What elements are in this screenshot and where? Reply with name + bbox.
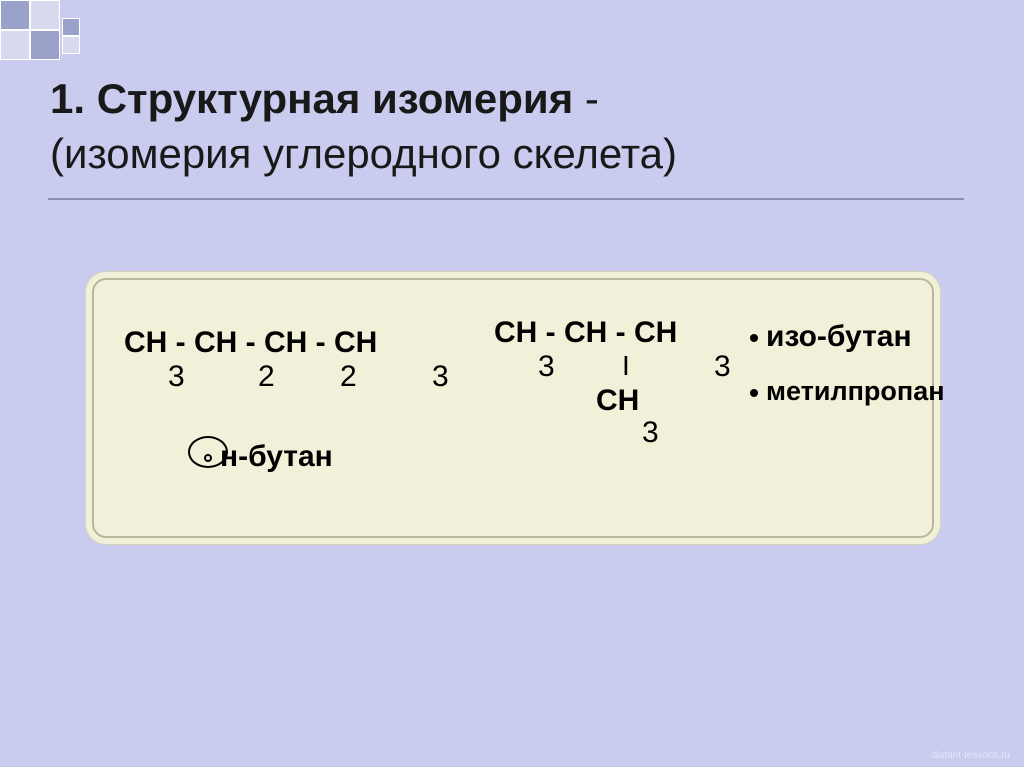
branch-sub: 3	[642, 416, 659, 450]
deco-square	[62, 36, 80, 54]
deco-square	[30, 30, 60, 60]
deco-square	[62, 18, 80, 36]
n-butane-sub-0: 3	[168, 360, 185, 394]
deco-square	[30, 0, 60, 30]
bullet-icon	[750, 334, 758, 342]
n-butane-sub-1: 2	[258, 360, 275, 394]
branch-ch: CH	[596, 384, 639, 418]
circle-annotation	[188, 436, 228, 468]
n-butane-sub-2: 2	[340, 360, 357, 394]
watermark-text: distant-lessons.ru	[932, 750, 1010, 761]
title-tail: -	[585, 75, 599, 122]
corner-decoration	[0, 0, 200, 60]
isobutane-chain: CH - CH - CH	[494, 316, 677, 350]
title-divider	[48, 198, 964, 200]
formula-content: CH - CH - CH - CH3223н-бутанCH - CH - CH…	[94, 280, 932, 536]
slide-title: 1. Структурная изомерия - (изомерия угле…	[50, 72, 974, 181]
branch-bond: I	[622, 350, 630, 382]
deco-square	[0, 0, 30, 30]
bullet-icon	[750, 389, 758, 397]
isobutane-sub-1: 3	[714, 350, 731, 384]
title-bold: 1. Структурная изомерия	[50, 75, 585, 122]
n-butane-sub-3: 3	[432, 360, 449, 394]
isobutane-sub-0: 3	[538, 350, 555, 384]
isobutane-label-1: метилпропан	[750, 376, 945, 407]
title-line2: (изомерия углеродного скелета)	[50, 130, 677, 177]
formula-panel: CH - CH - CH - CH3223н-бутанCH - CH - CH…	[92, 278, 934, 538]
n-butane-chain: CH - CH - CH - CH	[124, 326, 377, 360]
deco-square	[0, 30, 30, 60]
isobutane-label-0: изо-бутан	[750, 320, 912, 354]
